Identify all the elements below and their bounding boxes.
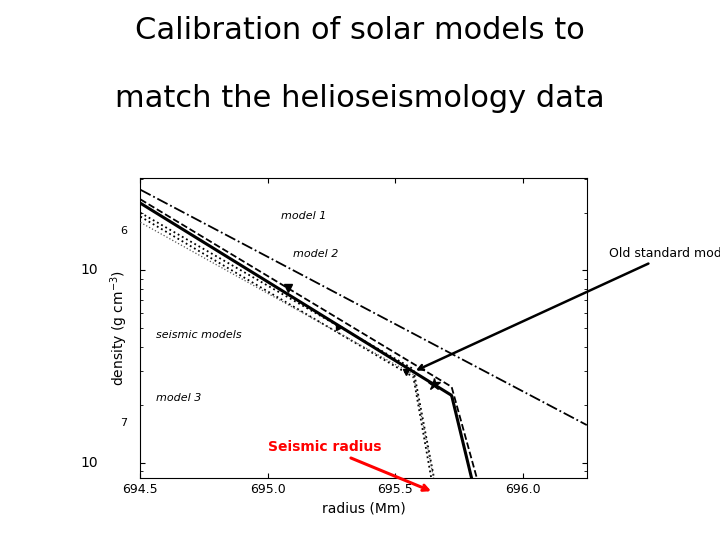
Text: match the helioseismology data: match the helioseismology data [115, 84, 605, 113]
Text: 6: 6 [120, 226, 127, 236]
X-axis label: radius (Mm): radius (Mm) [322, 501, 405, 515]
Y-axis label: density (g cm$^{-3}$): density (g cm$^{-3}$) [109, 270, 130, 386]
Text: Calibration of solar models to: Calibration of solar models to [135, 16, 585, 45]
Text: 7: 7 [120, 418, 127, 428]
Text: model 3: model 3 [156, 393, 201, 403]
Text: 10: 10 [81, 264, 98, 278]
Text: Seismic radius: Seismic radius [268, 440, 428, 490]
Text: model 2: model 2 [294, 249, 339, 259]
Text: Old standard model: Old standard model [418, 247, 720, 369]
Text: 10: 10 [81, 456, 98, 470]
Text: seismic models: seismic models [156, 329, 241, 340]
Text: model 1: model 1 [281, 211, 326, 220]
